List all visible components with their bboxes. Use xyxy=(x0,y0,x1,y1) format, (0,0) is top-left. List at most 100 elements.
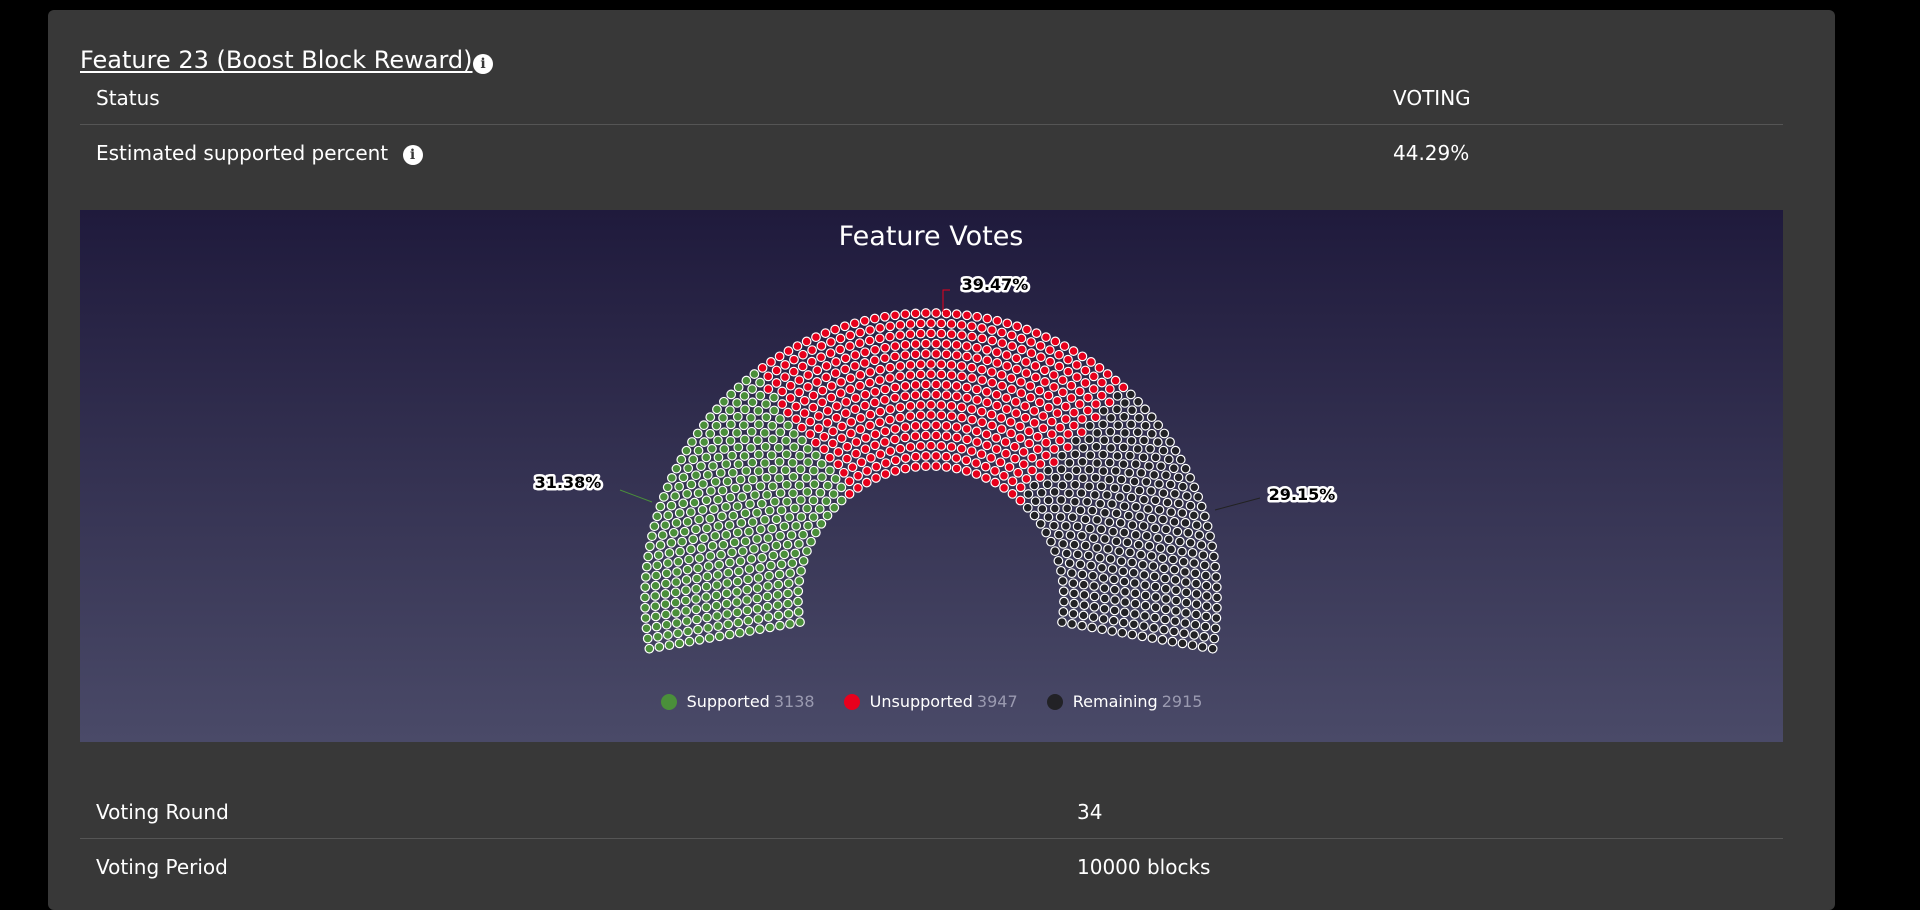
vote-dot-unsupported xyxy=(946,329,957,340)
vote-dot-remaining xyxy=(1180,566,1190,577)
legend-item-unsupported[interactable]: Unsupported 3947 xyxy=(843,692,1018,711)
vote-dot-remaining xyxy=(1169,488,1180,499)
vote-dot-supported xyxy=(759,542,770,553)
vote-dot-remaining xyxy=(1058,538,1069,549)
vote-dot-unsupported xyxy=(1030,372,1041,383)
vote-dot-supported xyxy=(677,536,688,547)
vote-dot-unsupported xyxy=(981,473,991,483)
vote-dot-supported xyxy=(705,486,716,496)
vote-dot-remaining xyxy=(1069,588,1079,599)
vote-dot-supported xyxy=(757,552,768,563)
vote-dot-supported xyxy=(719,444,730,454)
vote-dot-supported xyxy=(707,540,718,551)
vote-dot-unsupported xyxy=(890,310,900,321)
vote-dot-supported xyxy=(691,583,702,594)
vote-dot-supported xyxy=(756,498,767,509)
vote-dot-supported xyxy=(769,405,780,416)
vote-dot-remaining xyxy=(1119,527,1130,538)
vote-dot-unsupported xyxy=(859,358,870,368)
vote-dot-remaining xyxy=(1097,624,1108,635)
vote-dot-remaining xyxy=(1126,492,1137,503)
vote-dot-remaining xyxy=(1150,602,1161,613)
chart-title: Feature Votes xyxy=(839,221,1024,252)
vote-dot-unsupported xyxy=(1076,427,1087,438)
vote-dot-remaining xyxy=(1049,486,1060,497)
vote-dot-unsupported xyxy=(792,341,803,351)
vote-dot-supported xyxy=(796,565,806,576)
vote-dot-unsupported xyxy=(946,359,957,370)
vote-dot-unsupported xyxy=(830,324,841,335)
vote-dot-remaining xyxy=(1181,491,1192,501)
vote-dot-unsupported xyxy=(926,359,936,369)
vote-dot-unsupported xyxy=(931,379,942,390)
vote-dot-remaining xyxy=(1177,508,1188,518)
vote-dot-supported xyxy=(821,496,832,507)
vote-dot-remaining xyxy=(1150,592,1161,602)
vote-dot-unsupported xyxy=(967,414,977,425)
vote-dot-remaining xyxy=(1118,459,1129,470)
vote-dot-remaining xyxy=(1125,547,1135,558)
vote-dot-unsupported xyxy=(847,462,858,473)
vote-dot-remaining xyxy=(1070,479,1081,490)
vote-dot-unsupported xyxy=(842,453,852,464)
vote-dot-unsupported xyxy=(961,424,972,434)
vote-dot-unsupported xyxy=(855,380,865,391)
vote-dot-supported xyxy=(691,604,702,615)
vote-dot-unsupported xyxy=(1080,378,1091,388)
feature-title-link[interactable]: Feature 23 (Boost Block Reward) xyxy=(80,46,473,74)
vote-dot-remaining xyxy=(1160,583,1171,594)
vote-dot-remaining xyxy=(1154,479,1164,489)
vote-dot-unsupported xyxy=(813,423,824,434)
vote-dot-supported xyxy=(783,588,793,599)
vote-dot-supported xyxy=(772,589,783,600)
vote-dot-unsupported xyxy=(986,452,997,463)
vote-dot-remaining xyxy=(1191,599,1202,610)
info-icon[interactable]: i xyxy=(473,54,493,74)
info-icon[interactable]: i xyxy=(402,144,423,165)
vote-dot-remaining xyxy=(1060,520,1071,531)
vote-dot-supported xyxy=(794,576,805,586)
vote-dot-unsupported xyxy=(905,319,916,329)
vote-dot-supported xyxy=(725,419,736,430)
legend-item-remaining[interactable]: Remaining 2915 xyxy=(1046,692,1202,711)
legend-item-supported[interactable]: Supported 3138 xyxy=(660,692,815,711)
vote-dot-supported xyxy=(746,412,756,423)
vote-dot-remaining xyxy=(1160,614,1171,625)
vote-dot-unsupported xyxy=(895,371,906,382)
vote-dot-supported xyxy=(724,520,735,531)
vote-dot-unsupported xyxy=(905,370,916,381)
vote-dot-supported xyxy=(732,411,743,422)
vote-dot-remaining xyxy=(1070,496,1080,507)
vote-dot-remaining xyxy=(1115,517,1126,528)
chart-legend: Supported 3138 Unsupported 3947 Remaining 2… xyxy=(80,692,1783,714)
vote-dot-unsupported xyxy=(763,371,774,382)
vote-dot-supported xyxy=(650,591,661,601)
vote-dot-supported xyxy=(666,537,677,548)
vote-dot-remaining xyxy=(1199,560,1210,571)
vote-dot-supported xyxy=(753,449,764,460)
vote-dot-remaining xyxy=(1140,420,1151,431)
vote-dot-unsupported xyxy=(920,420,931,431)
vote-dot-unsupported xyxy=(885,404,896,415)
vote-dot-unsupported xyxy=(1072,372,1082,382)
vote-dot-remaining xyxy=(1043,465,1054,476)
vote-dot-supported xyxy=(708,504,719,514)
vote-dot-remaining xyxy=(1098,405,1109,416)
vote-dot-supported xyxy=(746,443,756,453)
vote-dot-remaining xyxy=(1212,592,1222,603)
vote-dot-unsupported xyxy=(812,365,823,376)
vote-dot-unsupported xyxy=(926,369,936,380)
vote-dot-supported xyxy=(795,450,805,461)
vote-dot-unsupported xyxy=(842,441,853,452)
vote-dot-unsupported xyxy=(921,450,931,461)
vote-dot-remaining xyxy=(1075,505,1086,516)
vote-dot-supported xyxy=(715,467,726,478)
vote-dot-remaining xyxy=(1057,576,1068,586)
vote-dot-remaining xyxy=(1084,464,1095,475)
vote-dot-supported xyxy=(722,578,733,588)
vote-dot-supported xyxy=(788,429,799,439)
vote-dot-supported xyxy=(779,549,790,560)
vote-dot-supported xyxy=(725,405,735,416)
vote-dot-unsupported xyxy=(810,437,821,448)
vote-dot-supported xyxy=(726,389,737,400)
